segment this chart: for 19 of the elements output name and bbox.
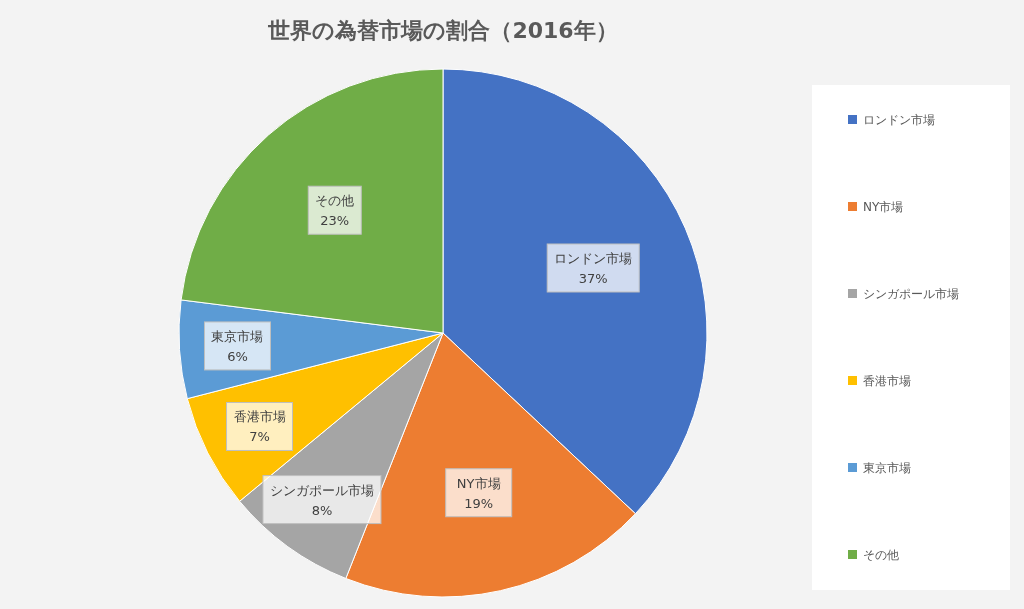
legend-label: NY市場: [863, 200, 904, 214]
legend-label: ロンドン市場: [863, 113, 935, 127]
legend-label: 東京市場: [863, 461, 911, 475]
slice-label: ロンドン市場: [554, 250, 633, 266]
data-label: 7%: [249, 429, 270, 445]
data-label: 23%: [320, 213, 350, 229]
slice-label: NY市場: [456, 475, 501, 491]
legend-label: シンガポール市場: [863, 287, 959, 301]
slice-label: 東京市場: [211, 328, 264, 344]
data-label: 37%: [578, 270, 608, 286]
data-label: 19%: [464, 495, 494, 511]
slice-label: 香港市場: [233, 409, 286, 425]
chart-title: 世界の為替市場の割合（2016年）: [267, 18, 618, 43]
slice-label: シンガポール市場: [269, 482, 374, 498]
slice-label: その他: [315, 193, 355, 209]
legend-label: その他: [863, 548, 899, 562]
data-label: 6%: [227, 348, 248, 364]
data-label: 8%: [311, 502, 333, 518]
legend-label: 香港市場: [863, 374, 911, 388]
